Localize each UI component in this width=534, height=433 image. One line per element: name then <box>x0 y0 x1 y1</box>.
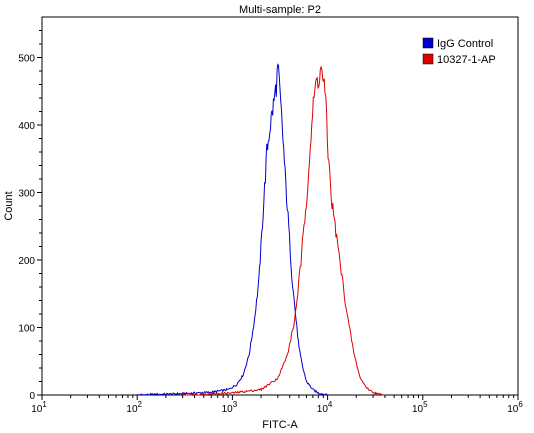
y-tick-label: 0 <box>29 391 35 402</box>
chart-title: Multi-sample: P2 <box>239 4 321 16</box>
y-axis-label: Count <box>3 191 15 220</box>
legend: IgG Control 10327-1-AP <box>422 37 496 66</box>
y-axis: 0 100 200 300 400 500 <box>18 30 42 402</box>
y-tick-label: 400 <box>18 121 35 132</box>
x-axis: 101 102 103 104 105 106 <box>31 395 523 415</box>
plot-frame <box>41 16 519 396</box>
y-tick-label: 300 <box>18 189 35 200</box>
x-axis-label: FITC-A <box>262 419 298 431</box>
legend-swatch-igg-control <box>422 37 434 49</box>
x-tick-label: 101 <box>31 400 47 415</box>
y-tick-label: 500 <box>18 54 35 65</box>
legend-swatch-10327-1-ap <box>422 53 434 65</box>
x-tick-label: 105 <box>412 400 428 415</box>
legend-label-10327-1-ap: 10327-1-AP <box>437 54 496 66</box>
series-layer <box>136 63 385 397</box>
y-tick-label: 100 <box>18 324 35 335</box>
x-tick-label: 102 <box>126 400 142 415</box>
series-line-igg-control <box>136 63 328 397</box>
x-tick-label: 106 <box>507 400 523 415</box>
x-tick-label: 104 <box>317 400 333 415</box>
x-tick-label: 103 <box>222 400 238 415</box>
y-tick-label: 200 <box>18 256 35 267</box>
series-line-10327-1-ap <box>182 65 385 396</box>
plot-area: 0 100 200 300 400 500 101 102 103 104 105 106 <box>18 16 523 415</box>
legend-label-igg-control: IgG Control <box>437 38 493 50</box>
